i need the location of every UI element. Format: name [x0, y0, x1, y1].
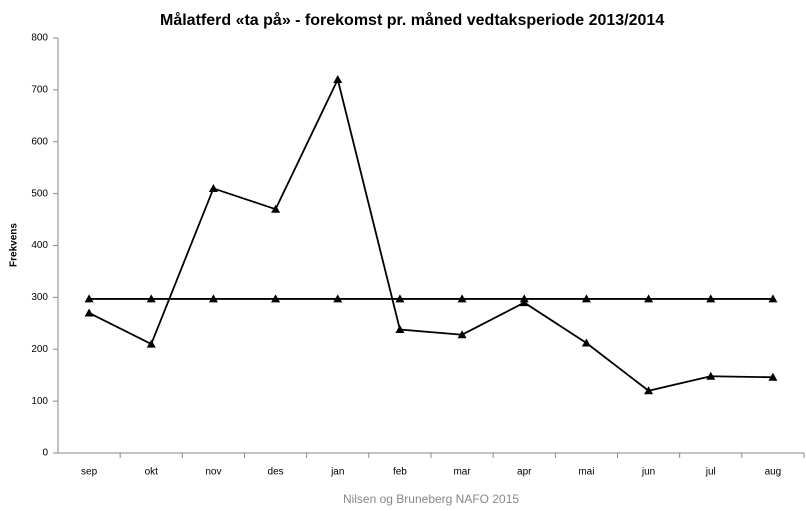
- marker: [146, 294, 156, 303]
- x-tick-label: jun: [641, 467, 655, 478]
- marker: [457, 294, 467, 303]
- y-tick-label: 400: [31, 240, 48, 251]
- marker: [706, 294, 716, 303]
- x-tick-label: jan: [330, 467, 344, 478]
- x-tick-label: feb: [393, 467, 407, 478]
- x-tick-label: mai: [578, 467, 594, 478]
- x-tick-label: nov: [205, 467, 221, 478]
- marker: [457, 330, 467, 339]
- marker: [768, 294, 778, 303]
- marker: [581, 294, 591, 303]
- marker: [644, 294, 654, 303]
- x-tick-label: des: [268, 467, 284, 478]
- x-tick-label: okt: [145, 467, 159, 478]
- x-tick-label: sep: [81, 467, 98, 478]
- y-tick-label: 500: [31, 188, 48, 199]
- x-tick-label: apr: [517, 467, 532, 478]
- x-tick-label: jul: [705, 467, 716, 478]
- marker: [333, 294, 343, 303]
- marker: [84, 294, 94, 303]
- marker: [395, 325, 405, 334]
- marker: [768, 372, 778, 381]
- y-tick-label: 800: [31, 33, 48, 44]
- x-tick-label: mar: [453, 467, 471, 478]
- marker: [271, 204, 281, 213]
- marker: [395, 294, 405, 303]
- marker: [146, 339, 156, 348]
- chart-title: Målatferd «ta på» - forekomst pr. måned …: [160, 12, 665, 29]
- y-tick-label: 300: [31, 292, 48, 303]
- y-axis-label: Frekvens: [9, 223, 20, 267]
- marker: [208, 294, 218, 303]
- marker: [644, 386, 654, 395]
- x-tick-label: aug: [765, 467, 782, 478]
- marker: [706, 371, 716, 380]
- y-tick-label: 200: [31, 344, 48, 355]
- marker: [84, 308, 94, 317]
- y-tick-label: 600: [31, 136, 48, 147]
- marker: [271, 294, 281, 303]
- y-tick-label: 700: [31, 85, 48, 96]
- marker: [519, 294, 529, 303]
- source: Nilsen og Bruneberg NAFO 2015: [343, 492, 519, 506]
- marker: [333, 75, 343, 83]
- y-tick-label: 100: [31, 396, 48, 407]
- line: [88, 76, 773, 392]
- marker: [581, 338, 591, 347]
- marker: [208, 183, 218, 192]
- y-tick-label: 0: [42, 448, 48, 459]
